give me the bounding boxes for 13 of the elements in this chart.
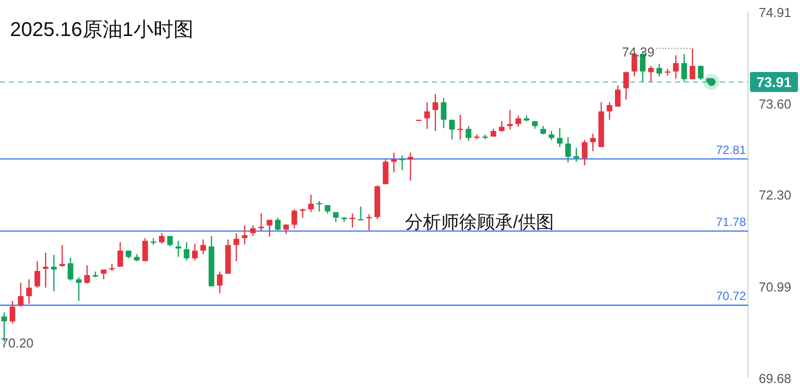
annotation: 70.20 <box>1 336 34 351</box>
ref-line-label: 70.72 <box>716 289 746 304</box>
y-tick-label: 70.99 <box>758 279 792 294</box>
ref-line-label: 73.91 <box>756 74 792 90</box>
y-tick-label: 73.60 <box>758 96 792 112</box>
chart-title: 2025.16原油1小时图 <box>10 19 194 41</box>
annotation: 74.39 <box>622 44 654 60</box>
y-tick-label: 74.91 <box>758 5 792 20</box>
ref-line-label: 72.81 <box>716 142 746 157</box>
y-tick-label: 69.68 <box>758 371 792 386</box>
y-tick-label: 72.30 <box>758 188 792 203</box>
annotation: 分析师徐顾承/供图 <box>405 212 554 232</box>
ref-line-label: 71.78 <box>716 215 746 230</box>
